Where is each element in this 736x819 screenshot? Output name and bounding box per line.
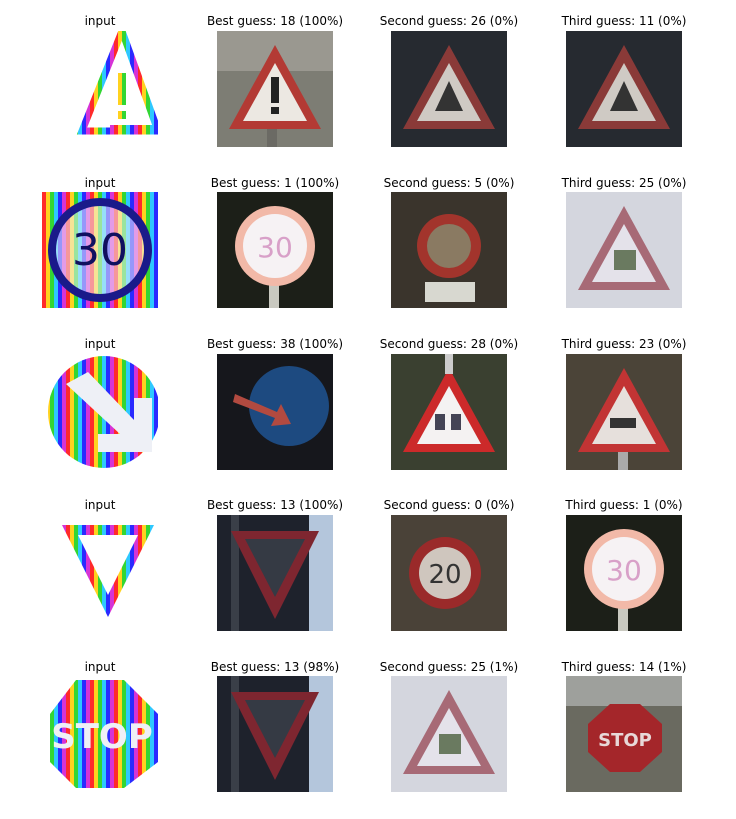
- second-guess-image: [391, 31, 507, 147]
- warning-exclamation-photo-sign: [217, 31, 333, 147]
- second-guess-title: Second guess: 28 (0%): [379, 337, 519, 351]
- input-image: [42, 31, 158, 147]
- warning-photo-dark-sign: [566, 31, 682, 147]
- speed-limit-30-sign: 30: [42, 192, 158, 308]
- speed-limit-30-photo-sign: 30: [217, 192, 333, 308]
- third-guess-title: Third guess: 25 (0%): [561, 176, 687, 190]
- second-guess-image: [391, 192, 507, 308]
- second-guess-image: [391, 354, 507, 470]
- svg-text:30: 30: [606, 554, 642, 587]
- input-image: [42, 515, 158, 631]
- input-title: input: [84, 660, 116, 674]
- speed-limit-20-photo-sign: 20: [391, 515, 507, 631]
- third-guess-title: Third guess: 14 (1%): [561, 660, 687, 674]
- best-guess-title: Best guess: 38 (100%): [206, 337, 344, 351]
- best-guess-image: 30: [217, 192, 333, 308]
- warning-roadwork-photo-sign: [391, 676, 507, 792]
- second-guess-title: Second guess: 25 (1%): [379, 660, 519, 674]
- third-guess-title: Third guess: 11 (0%): [561, 14, 687, 28]
- keep-right-photo-sign: [217, 354, 333, 470]
- warning-children-photo-sign: [391, 354, 507, 470]
- third-guess-title: Third guess: 1 (0%): [565, 498, 683, 512]
- second-guess-title: Second guess: 0 (0%): [383, 498, 515, 512]
- input-image: 30: [42, 192, 158, 308]
- input-title: input: [84, 176, 116, 190]
- best-guess-image: [217, 354, 333, 470]
- best-guess-image: [217, 515, 333, 631]
- best-guess-image: [217, 676, 333, 792]
- second-guess-title: Second guess: 5 (0%): [383, 176, 515, 190]
- best-guess-title: Best guess: 1 (100%): [210, 176, 340, 190]
- yield-sign: [42, 515, 158, 631]
- stop-photo-sign: STOP: [566, 676, 682, 792]
- third-guess-image: [566, 192, 682, 308]
- third-guess-image: [566, 31, 682, 147]
- svg-text:20: 20: [428, 560, 461, 590]
- warning-roadwork-photo-sign: [566, 192, 682, 308]
- warning-slippery-photo-sign: [566, 354, 682, 470]
- input-title: input: [84, 337, 116, 351]
- input-image: [42, 354, 158, 470]
- best-guess-title: Best guess: 13 (100%): [206, 498, 344, 512]
- round-sign-photo-sign: [391, 192, 507, 308]
- input-image: STOP: [42, 676, 158, 792]
- stop-sign: STOP: [42, 676, 158, 792]
- second-guess-image: [391, 676, 507, 792]
- input-title: input: [84, 498, 116, 512]
- yield-photo-sign: [217, 515, 333, 631]
- best-guess-image: [217, 31, 333, 147]
- second-guess-title: Second guess: 26 (0%): [379, 14, 519, 28]
- keep-right-sign: [42, 354, 158, 470]
- svg-text:30: 30: [257, 231, 293, 264]
- third-guess-title: Third guess: 23 (0%): [561, 337, 687, 351]
- warning-photo-dark-sign: [391, 31, 507, 147]
- best-guess-title: Best guess: 13 (98%): [210, 660, 340, 674]
- third-guess-image: STOP: [566, 676, 682, 792]
- yield-photo-sign: [217, 676, 333, 792]
- input-title: input: [84, 14, 116, 28]
- third-guess-image: [566, 354, 682, 470]
- svg-text:STOP: STOP: [51, 717, 153, 757]
- warning-exclamation-sign: [42, 31, 158, 147]
- third-guess-image: 30: [566, 515, 682, 631]
- best-guess-title: Best guess: 18 (100%): [206, 14, 344, 28]
- speed-limit-30-photo-sign: 30: [566, 515, 682, 631]
- svg-text:STOP: STOP: [598, 730, 652, 751]
- second-guess-image: 20: [391, 515, 507, 631]
- svg-text:30: 30: [72, 225, 128, 276]
